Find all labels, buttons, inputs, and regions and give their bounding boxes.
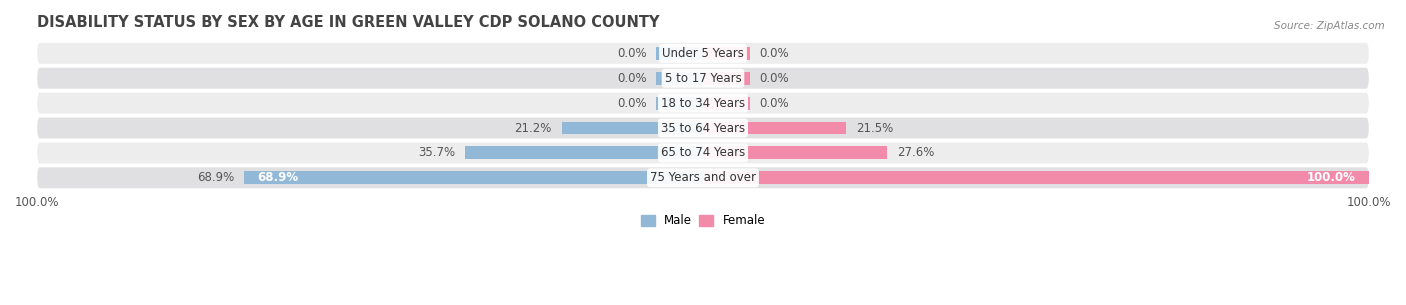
Text: DISABILITY STATUS BY SEX BY AGE IN GREEN VALLEY CDP SOLANO COUNTY: DISABILITY STATUS BY SEX BY AGE IN GREEN… [37,15,659,30]
Text: 5 to 17 Years: 5 to 17 Years [665,72,741,85]
Text: 21.5%: 21.5% [856,121,893,135]
Text: Source: ZipAtlas.com: Source: ZipAtlas.com [1274,21,1385,31]
FancyBboxPatch shape [37,68,1369,89]
Bar [562,122,703,135]
Text: 75 Years and over: 75 Years and over [650,171,756,184]
Text: 65 to 74 Years: 65 to 74 Years [661,146,745,160]
Text: 35 to 64 Years: 35 to 64 Years [661,121,745,135]
Bar [657,97,703,109]
Text: 68.9%: 68.9% [257,171,298,184]
Text: 0.0%: 0.0% [617,47,647,60]
FancyBboxPatch shape [37,93,1369,113]
Text: 0.0%: 0.0% [759,47,789,60]
Bar [703,122,846,135]
Bar [703,72,749,85]
Text: 0.0%: 0.0% [617,97,647,109]
Text: 27.6%: 27.6% [897,146,934,160]
Text: 35.7%: 35.7% [418,146,456,160]
Bar [245,171,703,184]
FancyBboxPatch shape [37,142,1369,163]
Legend: Male, Female: Male, Female [636,210,770,232]
FancyBboxPatch shape [37,117,1369,138]
Text: 0.0%: 0.0% [617,72,647,85]
FancyBboxPatch shape [37,167,1369,188]
Text: 100.0%: 100.0% [1306,171,1355,184]
Text: 0.0%: 0.0% [759,72,789,85]
Text: 18 to 34 Years: 18 to 34 Years [661,97,745,109]
Bar [703,146,887,160]
Text: Under 5 Years: Under 5 Years [662,47,744,60]
Text: 21.2%: 21.2% [515,121,553,135]
FancyBboxPatch shape [37,43,1369,64]
Bar [703,171,1369,184]
Bar [465,146,703,160]
Text: 68.9%: 68.9% [197,171,235,184]
Bar [657,72,703,85]
Bar [657,47,703,60]
Text: 0.0%: 0.0% [759,97,789,109]
Bar [703,97,749,109]
Bar [703,47,749,60]
